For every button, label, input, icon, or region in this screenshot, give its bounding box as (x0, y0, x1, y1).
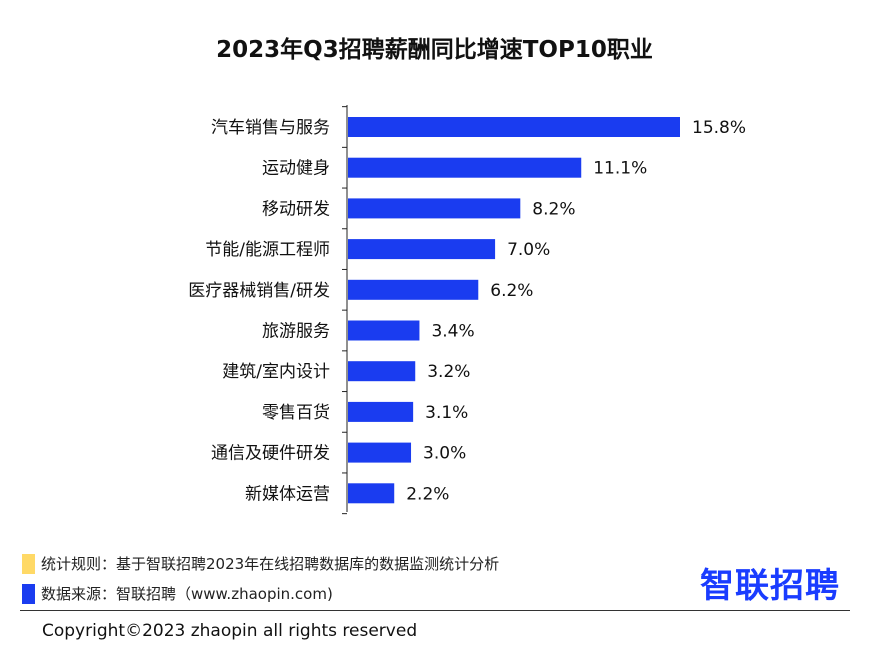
category-label: 零售百货 (262, 403, 330, 423)
data-source-text: 数据来源：智联招聘（www.zhaopin.com) (41, 585, 333, 603)
stat-rule-text: 统计规则：基于智联招聘2023年在线招聘数据库的数据监测统计分析 (41, 555, 500, 573)
value-label: 8.2% (532, 199, 575, 219)
category-label: 建筑/室内设计 (222, 362, 330, 382)
bar (348, 401, 414, 422)
value-label: 3.0% (423, 444, 466, 464)
category-label: 新媒体运营 (245, 484, 330, 504)
value-label: 3.1% (425, 403, 468, 423)
value-label: 3.4% (431, 322, 474, 342)
value-label: 2.2% (406, 484, 449, 504)
category-label: 运动健身 (262, 159, 330, 179)
bar (348, 117, 680, 137)
bar (348, 442, 412, 463)
category-label: 通信及硬件研发 (211, 444, 330, 464)
value-label: 7.0% (507, 240, 550, 260)
category-label: 医疗器械销售/研发 (188, 281, 330, 301)
bar (348, 239, 496, 260)
category-label: 旅游服务 (262, 322, 330, 342)
bar (348, 483, 395, 504)
rule-swatch (22, 553, 35, 574)
category-label: 移动研发 (262, 199, 330, 219)
zhaopin-logo: 智联招聘 (700, 566, 840, 606)
chart-title: 2023年Q3招聘薪酬同比增速TOP10职业 (216, 37, 653, 63)
stat-rule-note: 统计规则：基于智联招聘2023年在线招聘数据库的数据监测统计分析 (22, 553, 499, 574)
value-label: 11.1% (593, 159, 647, 179)
footer-divider (20, 610, 850, 611)
category-label: 节能/能源工程师 (205, 240, 330, 260)
bar (348, 279, 479, 300)
bar (348, 157, 582, 178)
value-label: 6.2% (490, 281, 533, 301)
bar (348, 320, 420, 341)
copyright-text: Copyright©2023 zhaopin all rights reserv… (42, 621, 418, 641)
category-label: 汽车销售与服务 (211, 118, 330, 138)
source-swatch (22, 583, 35, 604)
bar-chart: 汽车销售与服务 15.8% 运动健身 11.1% 移动研发 8.2% 节能/能源工程师 7.0… (188, 105, 746, 515)
bar (348, 361, 416, 382)
bar (348, 198, 521, 219)
value-label: 15.8% (692, 118, 746, 138)
value-label: 3.2% (427, 362, 470, 382)
data-source-note: 数据来源：智联招聘（www.zhaopin.com) (22, 583, 333, 604)
